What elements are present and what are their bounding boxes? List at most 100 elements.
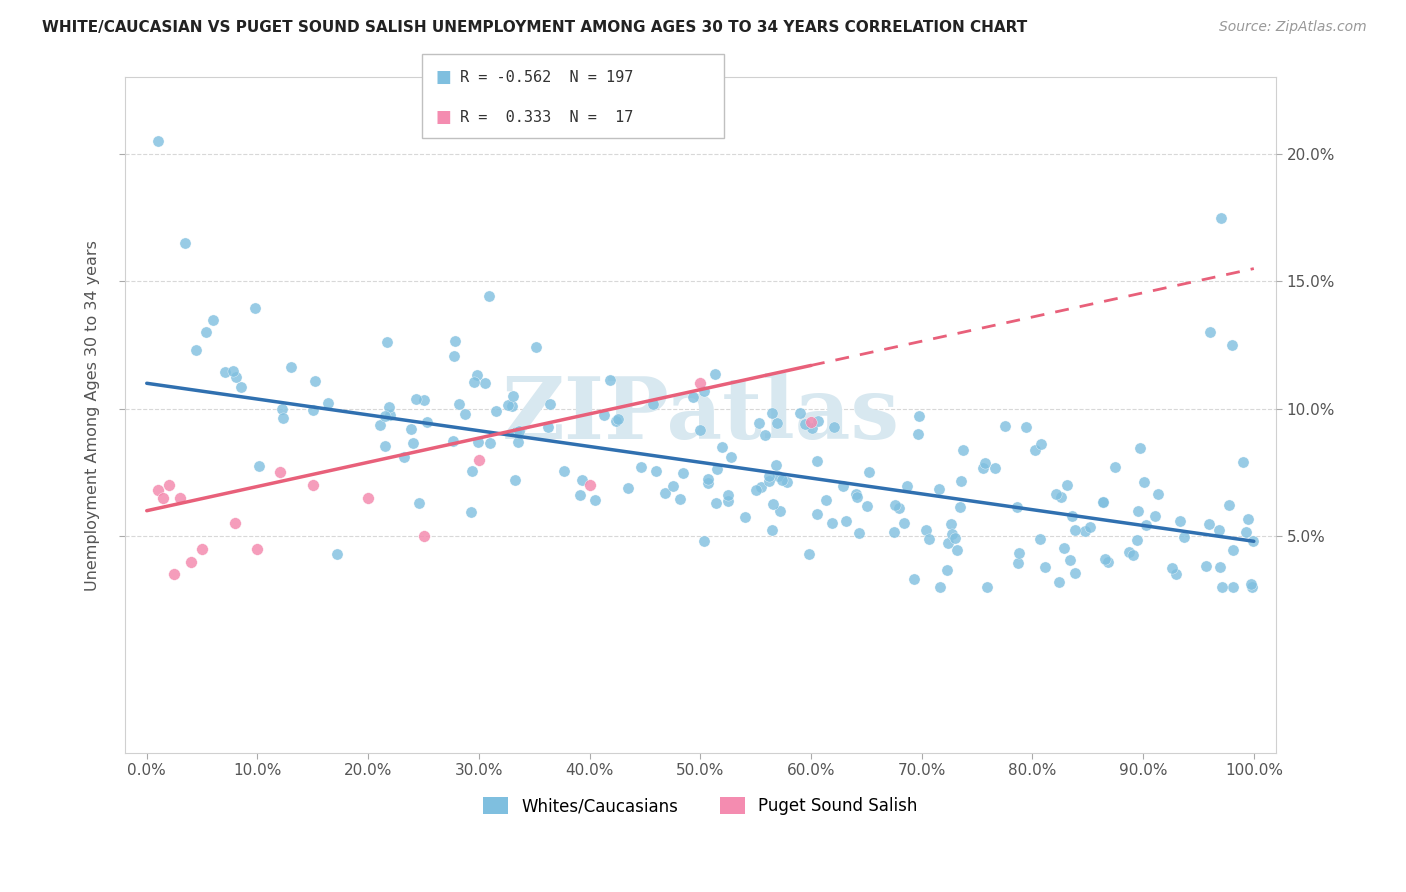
Point bbox=[1008, 546, 1031, 560]
Point bbox=[734, 510, 756, 524]
Point bbox=[814, 492, 837, 507]
Point bbox=[758, 474, 780, 488]
Point bbox=[202, 312, 225, 326]
Point bbox=[399, 422, 422, 436]
Point bbox=[915, 523, 938, 537]
Point bbox=[711, 440, 734, 454]
Point bbox=[270, 401, 292, 416]
Point bbox=[697, 475, 720, 490]
Point bbox=[821, 516, 844, 530]
Point bbox=[280, 360, 302, 375]
Point bbox=[848, 525, 870, 540]
Point bbox=[907, 426, 929, 441]
Point bbox=[1222, 543, 1244, 558]
Point bbox=[1121, 548, 1143, 562]
Point bbox=[474, 376, 496, 390]
Point bbox=[706, 461, 728, 475]
Point bbox=[1029, 436, 1052, 450]
Point bbox=[918, 532, 941, 546]
Point bbox=[789, 406, 811, 420]
Point bbox=[692, 384, 714, 399]
Point bbox=[1104, 459, 1126, 474]
Point bbox=[578, 478, 600, 492]
Point bbox=[845, 490, 868, 504]
Point bbox=[654, 485, 676, 500]
Point bbox=[769, 504, 792, 518]
Point bbox=[952, 443, 974, 458]
Point bbox=[994, 419, 1017, 434]
Point bbox=[720, 450, 742, 464]
Point bbox=[748, 416, 770, 430]
Point bbox=[1052, 541, 1074, 556]
Text: R =  0.333  N =  17: R = 0.333 N = 17 bbox=[460, 110, 633, 125]
Point bbox=[889, 500, 911, 515]
Point bbox=[1118, 545, 1140, 559]
Point bbox=[301, 403, 323, 417]
Point bbox=[1168, 514, 1191, 528]
Point bbox=[941, 527, 963, 541]
Point bbox=[939, 516, 962, 531]
Point bbox=[1094, 552, 1116, 566]
Text: ■: ■ bbox=[436, 108, 451, 126]
Point bbox=[929, 580, 952, 594]
Point bbox=[478, 289, 501, 303]
Point bbox=[1195, 559, 1218, 574]
Point bbox=[984, 460, 1007, 475]
Y-axis label: Unemployment Among Ages 30 to 34 years: Unemployment Among Ages 30 to 34 years bbox=[86, 240, 100, 591]
Point bbox=[1173, 530, 1195, 544]
Point bbox=[408, 496, 430, 510]
Point bbox=[1097, 555, 1119, 569]
Point bbox=[304, 374, 326, 388]
Point bbox=[1218, 498, 1240, 512]
Point bbox=[1160, 561, 1182, 575]
Point bbox=[605, 414, 627, 428]
Point bbox=[1129, 442, 1152, 456]
Point bbox=[943, 531, 966, 545]
Point bbox=[1078, 520, 1101, 534]
Point bbox=[271, 410, 294, 425]
Point bbox=[682, 390, 704, 404]
Point bbox=[806, 507, 828, 521]
Point bbox=[1241, 580, 1264, 594]
Point bbox=[1135, 517, 1157, 532]
Point bbox=[689, 376, 711, 391]
Point bbox=[1056, 478, 1078, 492]
Point bbox=[447, 397, 470, 411]
Point bbox=[157, 478, 180, 492]
Point bbox=[717, 494, 740, 508]
Point bbox=[537, 419, 560, 434]
Point bbox=[835, 514, 858, 528]
Point bbox=[823, 420, 845, 434]
Point bbox=[1232, 455, 1254, 469]
Point bbox=[412, 529, 434, 543]
Point bbox=[508, 434, 530, 449]
Point bbox=[402, 436, 425, 450]
Point bbox=[928, 482, 950, 496]
Point bbox=[972, 461, 994, 475]
Point bbox=[1059, 553, 1081, 567]
Point bbox=[1220, 338, 1243, 352]
Point bbox=[1164, 567, 1187, 582]
Point bbox=[1029, 532, 1052, 546]
Point bbox=[569, 488, 592, 502]
Point bbox=[378, 401, 401, 415]
Point bbox=[776, 475, 799, 489]
Point bbox=[357, 491, 380, 505]
Point bbox=[754, 428, 776, 442]
Point bbox=[645, 464, 668, 478]
Point bbox=[1209, 560, 1232, 574]
Text: Source: ZipAtlas.com: Source: ZipAtlas.com bbox=[1219, 20, 1367, 34]
Point bbox=[152, 491, 174, 505]
Point bbox=[501, 399, 523, 413]
Point bbox=[1033, 560, 1056, 574]
Point bbox=[392, 450, 415, 464]
Point bbox=[761, 523, 783, 537]
Point bbox=[1091, 495, 1114, 509]
Point bbox=[508, 425, 530, 439]
Point bbox=[693, 533, 716, 548]
Point bbox=[180, 555, 202, 569]
Point bbox=[1092, 495, 1115, 509]
Point bbox=[1241, 533, 1264, 548]
Point bbox=[599, 373, 621, 387]
Point bbox=[1064, 523, 1087, 537]
